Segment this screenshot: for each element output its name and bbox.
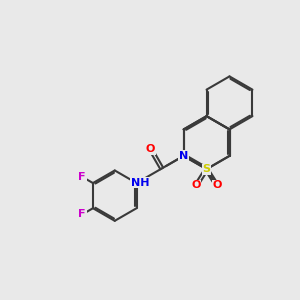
Text: F: F	[79, 172, 86, 182]
Text: F: F	[79, 209, 86, 219]
Text: NH: NH	[131, 178, 149, 188]
Text: O: O	[192, 180, 201, 190]
Text: O: O	[146, 144, 155, 154]
Text: S: S	[202, 164, 211, 174]
Text: O: O	[212, 180, 221, 190]
Text: N: N	[179, 151, 188, 161]
